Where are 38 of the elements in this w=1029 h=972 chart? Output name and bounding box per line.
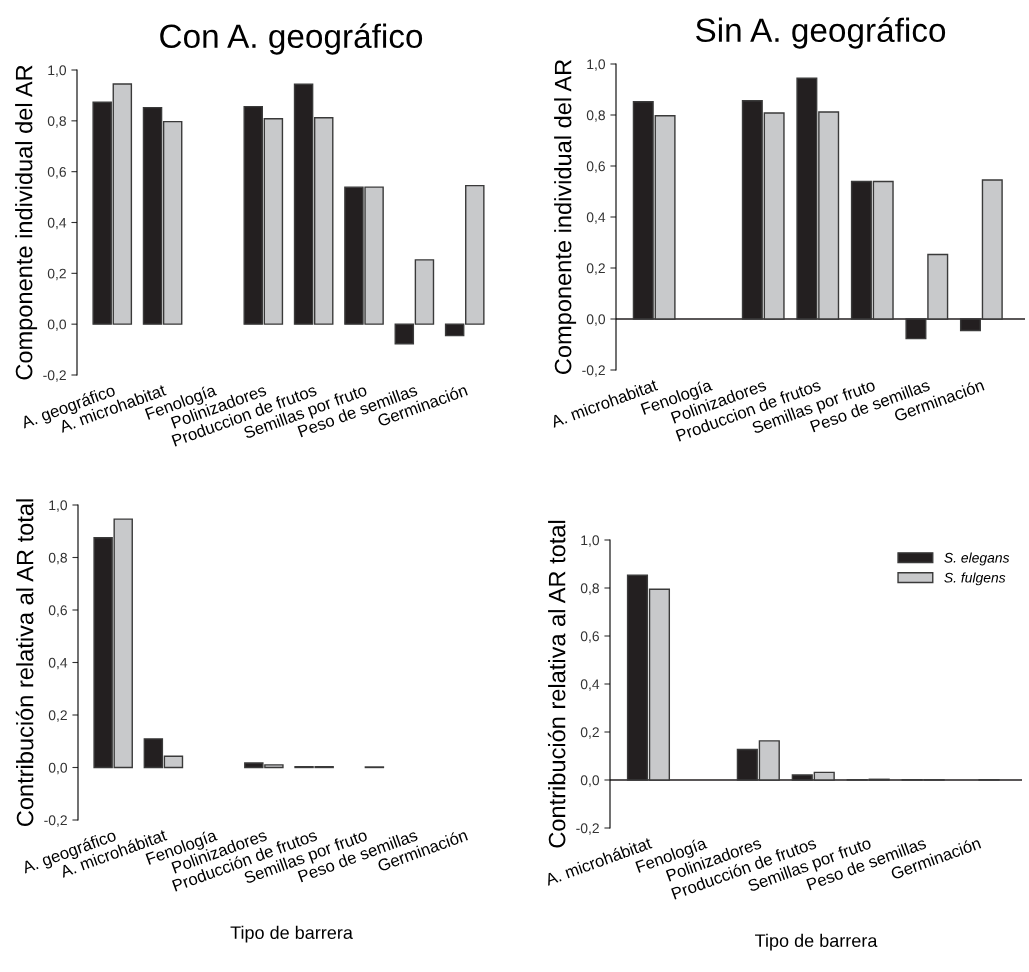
y-tick-label: 0,4 bbox=[586, 212, 606, 224]
y-tick-label: 0,4 bbox=[580, 679, 600, 691]
y-tick-label: 0,8 bbox=[48, 552, 67, 565]
y-tick-label: 0,8 bbox=[586, 110, 605, 122]
y-tick-label: 0,6 bbox=[580, 631, 599, 643]
y-tick-label: 0,2 bbox=[48, 710, 67, 722]
y-tick-label: 0,8 bbox=[47, 116, 66, 128]
y-axis-title: Contribución relativa al AR total bbox=[15, 499, 34, 826]
y-tick-label: 0,2 bbox=[580, 727, 599, 739]
y-tick-label: -0,2 bbox=[576, 823, 599, 835]
y-tick-label: 1,0 bbox=[48, 65, 67, 77]
y-tick-label: 1,0 bbox=[581, 535, 600, 547]
y-axis-title: Componente individual del AR bbox=[554, 59, 577, 374]
y-tick-label: 0,6 bbox=[586, 161, 605, 173]
y-tick-label: -0,2 bbox=[582, 365, 605, 377]
chart-title: Con A. geográfico bbox=[160, 23, 423, 55]
y-tick-label: -0,2 bbox=[43, 370, 66, 382]
y-tick-label: 0,4 bbox=[48, 657, 68, 670]
x-axis-title: Tipo de barrera bbox=[230, 925, 353, 943]
y-tick-label: -0,2 bbox=[44, 815, 67, 827]
chart-title: Sin A. geográfico bbox=[696, 17, 946, 49]
y-tick-label: 0,0 bbox=[48, 762, 68, 775]
y-tick-label: 0,2 bbox=[47, 268, 66, 281]
y-axis-title: Contribución relativa al AR total bbox=[547, 520, 566, 848]
legend-label: S. elegans bbox=[944, 552, 1010, 566]
y-tick-label: 1,0 bbox=[49, 500, 68, 512]
y-axis-title: Componente individual del AR bbox=[15, 65, 38, 380]
y-tick-label: 0,6 bbox=[48, 605, 67, 617]
y-tick-label: 1,0 bbox=[587, 59, 606, 71]
y-tick-label: 0,0 bbox=[47, 319, 67, 331]
y-tick-label: 0,0 bbox=[586, 314, 606, 326]
y-tick-label: 0,0 bbox=[580, 775, 600, 787]
y-tick-label: 0,2 bbox=[586, 263, 605, 275]
y-tick-label: 0,4 bbox=[47, 217, 67, 230]
x-axis-title: Tipo de barrera bbox=[755, 933, 878, 951]
y-tick-label: 0,6 bbox=[47, 167, 66, 179]
y-tick-label: 0,8 bbox=[580, 583, 599, 595]
legend-label: S. fulgens bbox=[944, 572, 1006, 586]
